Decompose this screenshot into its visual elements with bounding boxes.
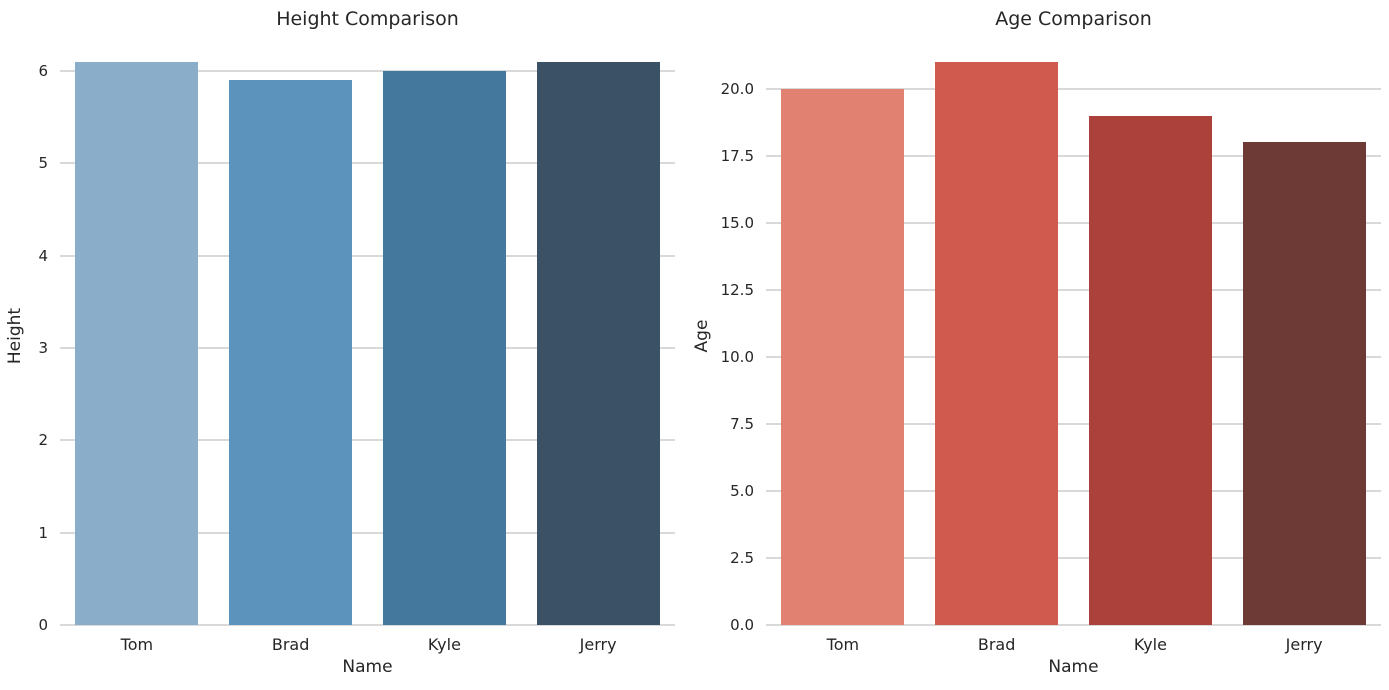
y-tick-label: 7.5 [730,414,754,433]
y-tick-label: 2.5 [730,548,754,567]
y-tick-label: 0.0 [730,616,754,634]
y-tick-label: 12.5 [720,280,754,299]
y-tick-label: 10.0 [720,347,754,366]
bar-kyle [382,71,506,625]
gridline [60,70,675,72]
gridline [766,422,1381,425]
y-tick-label: 2 [38,431,48,450]
x-axis-label-height: Name [342,657,393,677]
gridline [60,624,675,626]
x-tick-label: Kyle [427,635,461,654]
gridline [60,254,675,257]
plot-area-height: 0 1 2 3 4 5 6 Tom Brad Kyle Jerry [38,47,675,654]
x-tick-label: Jerry [579,635,617,654]
x-tick-label: Brad [271,635,310,654]
gridline [766,154,1381,157]
x-axis-label-age: Name [1048,657,1099,677]
y-tick-label: 4 [38,246,48,265]
bar-kyle [1088,115,1212,625]
x-tick-label: Tom [826,635,860,654]
gridline [766,355,1381,358]
bar-brad [935,62,1059,625]
gridline [60,162,675,165]
y-tick-label: 5 [38,154,48,173]
y-tick-label: 3 [38,339,48,357]
x-tick-label: Brad [977,635,1016,654]
bar-jerry [1242,142,1366,625]
chart-title-height: Height Comparison [276,8,459,30]
y-tick-label: 6 [38,62,48,80]
bar-tom [781,88,905,625]
gridline [60,439,675,442]
gridline [60,531,675,534]
bar-jerry [536,61,660,625]
x-tick-label: Kyle [1133,635,1167,654]
gridline [766,87,1381,90]
y-tick-label: 15.0 [720,213,754,232]
x-tick-label: Jerry [1285,635,1323,654]
y-tick-label: 0 [38,616,48,634]
bar-tom [75,61,199,625]
x-tick-label: Tom [120,635,154,654]
plot-area-age: 0.0 2.5 5.0 7.5 10.0 12.5 15.0 17.5 20.0 Tom Brad K… [721,47,1381,654]
gridline [766,221,1381,224]
gridline [766,489,1381,492]
y-tick-label: 5.0 [730,481,754,500]
chart-title-age: Age Comparison [995,8,1152,30]
y-tick-label: 17.5 [720,146,754,165]
gridline [766,556,1381,559]
bar-brad [229,80,353,625]
gridline [60,347,675,349]
y-tick-label: 20.0 [720,79,754,98]
gridline [766,624,1381,626]
gridline [766,288,1381,291]
y-tick-label: 1 [38,523,48,542]
